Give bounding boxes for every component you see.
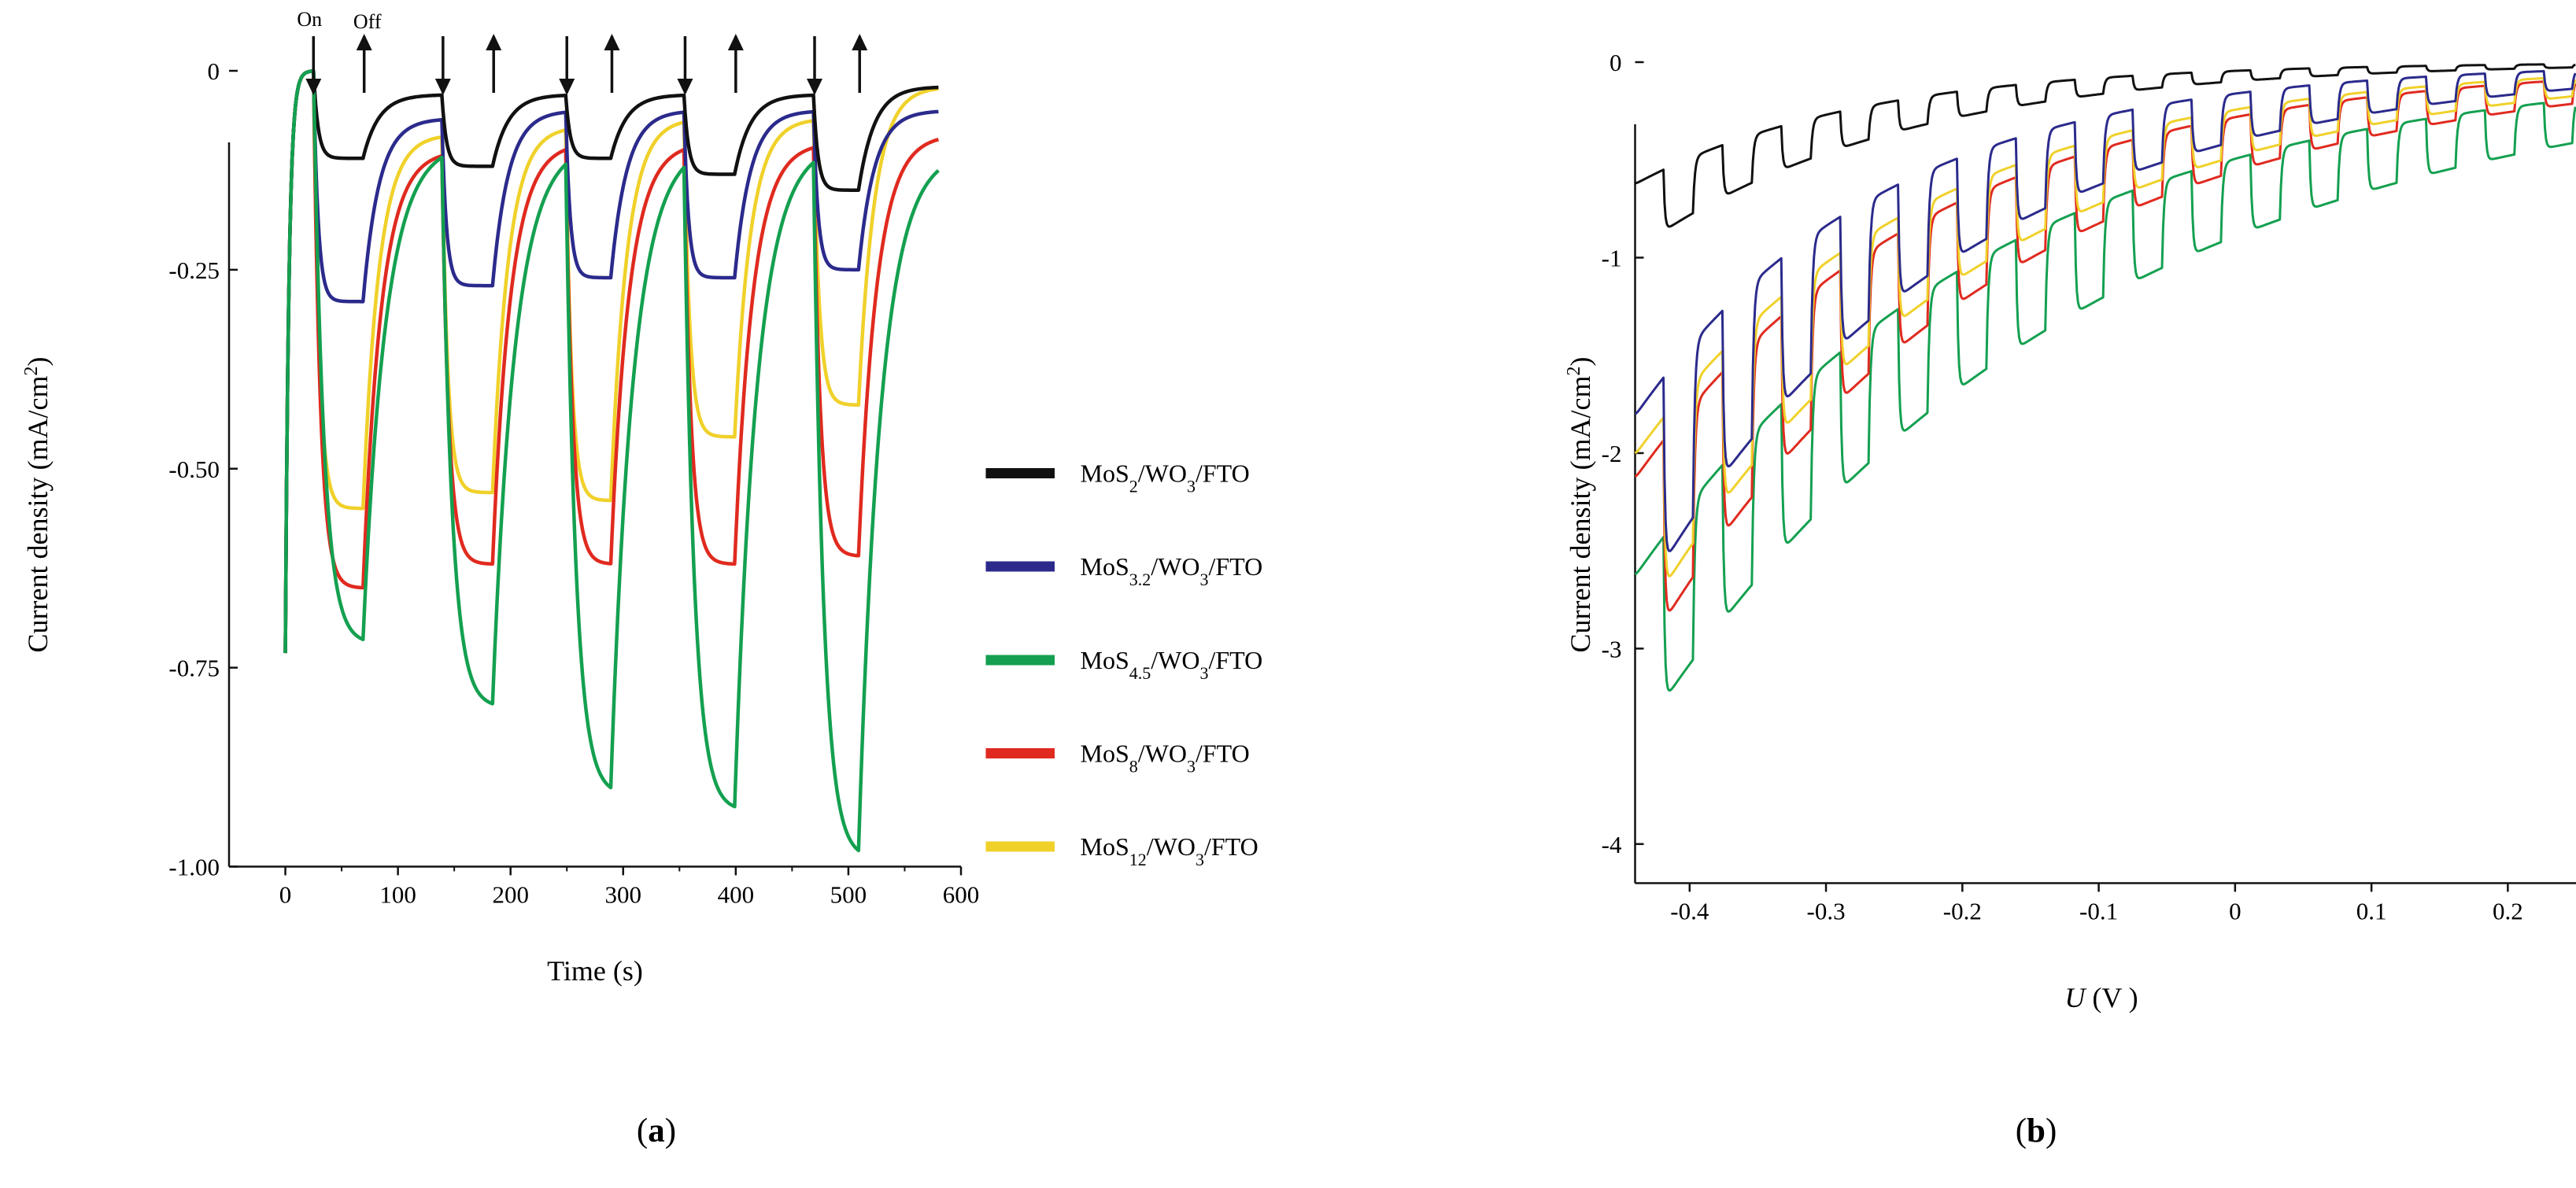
panel-b-y-tick-label: -3 — [1602, 635, 1622, 662]
panel-b-x-tick-label: -0.1 — [2079, 898, 2118, 925]
light-on-arrow-head — [434, 79, 451, 95]
caption-b: (b) — [2016, 1112, 2057, 1149]
light-off-arrow-head — [727, 34, 744, 50]
panel-b-series-mos3-2-wo3-fto — [1634, 70, 2576, 552]
legend-item-mos3-2: MoS3.2/WO3/FTO — [985, 552, 1263, 589]
light-off-arrow-head — [356, 34, 372, 50]
legend-item-mos2: MoS2/WO3/FTO — [985, 459, 1250, 496]
legend: MoS2/WO3/FTO MoS3.2/WO3/FTO MoS4.5/WO3/F… — [985, 459, 1263, 869]
legend-label-mos3-2: MoS3.2/WO3/FTO — [1081, 552, 1263, 589]
panel-b-x-axis-label-unit: (V ) — [2085, 982, 2138, 1013]
legend-item-mos12: MoS12/WO3/FTO — [985, 832, 1258, 869]
panel-b-series-mos2-wo3-fto — [1635, 63, 2576, 228]
panel-a-x-axis-label: Time (s) — [547, 955, 643, 987]
panel-a-y-tick-label: -0.25 — [168, 256, 220, 284]
light-on-arrow — [434, 36, 451, 95]
light-off-arrow — [486, 34, 502, 93]
light-on-arrow-head — [807, 79, 822, 95]
light-on-arrow — [559, 36, 575, 95]
legend-label-mos4-5: MoS4.5/WO3/FTO — [1081, 646, 1263, 683]
panel-a-x-ticks: 0 100 200 300 400 500 600 — [279, 866, 980, 909]
caption-b-letter: b — [2027, 1112, 2046, 1149]
panel-a-series-mos3-2-wo3-fto — [283, 69, 940, 654]
light-on-arrow-head — [559, 79, 575, 95]
legend-item-mos8: MoS8/WO3/FTO — [985, 740, 1250, 777]
panel-a-x-tick-label: 100 — [379, 881, 416, 909]
panel-b: 0 -1 -2 -3 -4 -0.4 -0.3 -0.2 -0.1 0 0.1 0.2 U (V )… — [1564, 49, 2576, 1013]
panel-a-x-tick-label: 400 — [718, 881, 755, 909]
light-off-arrow-head — [486, 34, 502, 50]
light-off-arrow-head — [852, 34, 868, 50]
panel-b-x-tick-label: 0 — [2229, 898, 2242, 925]
panel-a-series-mos4-5-wo3-fto — [283, 69, 940, 853]
panel-b-x-tick-label: -0.2 — [1943, 898, 1982, 925]
panel-a-y-tick-label: -1.00 — [168, 854, 220, 881]
panel-b-y-tick-label: -1 — [1602, 244, 1622, 271]
panel-a-x-tick-label: 0 — [279, 881, 292, 909]
panel-a-y-tick-label: 0 — [208, 57, 220, 85]
panel-b-y-tick-label: -2 — [1602, 440, 1622, 467]
panel-a-series-mos8-wo3-fto — [283, 69, 940, 654]
panel-a-x-tick-label: 500 — [830, 881, 867, 909]
panel-a-x-tick-label: 600 — [943, 881, 980, 909]
panel-a-y-tick-label: -0.75 — [168, 655, 220, 682]
light-off-arrow — [852, 34, 868, 93]
panel-a-x-tick-label: 200 — [492, 881, 529, 909]
legend-label-mos2: MoS2/WO3/FTO — [1081, 459, 1250, 496]
panel-b-series-mos12-wo3-fto — [1634, 76, 2576, 577]
panel-a-series-mos2-wo3-fto — [283, 69, 940, 654]
panel-a-y-tick-label: -0.50 — [168, 456, 220, 483]
caption-a-letter: a — [648, 1112, 665, 1149]
panel-a-y-ticks: 0 -0.25 -0.50 -0.75 -1.00 — [168, 57, 238, 881]
light-off-arrow — [604, 34, 620, 93]
panel-b-y-tick-label: -4 — [1602, 831, 1622, 858]
panel-b-x-ticks: -0.4 -0.3 -0.2 -0.1 0 0.1 0.2 — [1670, 883, 2523, 925]
panel-a-series-mos12-wo3-fto — [283, 69, 940, 654]
light-on-arrow-head — [305, 79, 322, 95]
light-on-arrow — [807, 36, 822, 95]
light-on-arrow-head — [677, 79, 693, 95]
panel-b-x-tick-label: 0.1 — [2356, 898, 2387, 925]
panel-b-y-tick-label: 0 — [1610, 49, 1622, 76]
panel-b-x-axis-label-var: U — [2064, 982, 2086, 1013]
off-label: Off — [353, 10, 382, 33]
panel-b-x-axis-label: U (V ) — [2064, 982, 2138, 1013]
light-off-arrow — [727, 34, 744, 93]
panel-a-series — [283, 69, 940, 853]
panel-b-y-ticks: 0 -1 -2 -3 -4 — [1602, 49, 1644, 858]
light-on-arrow — [305, 36, 322, 95]
legend-label-mos8: MoS8/WO3/FTO — [1081, 740, 1250, 777]
legend-item-mos4-5: MoS4.5/WO3/FTO — [985, 646, 1263, 683]
on-label: On — [297, 8, 322, 31]
light-off-arrow-head — [604, 34, 620, 50]
panel-b-y-axis-label: Current density (mA/cm2) — [1564, 357, 1596, 653]
panel-b-x-tick-label: -0.3 — [1807, 898, 1846, 925]
panel-a: 0 -0.25 -0.50 -0.75 -1.00 0 100 200 300 400 500 60… — [21, 8, 979, 987]
panel-b-x-tick-label: -0.4 — [1670, 898, 1709, 925]
panel-b-series — [1634, 63, 2576, 692]
panel-a-y-axis-label: Current density (mA/cm2) — [21, 357, 54, 653]
panel-a-x-tick-label: 300 — [605, 881, 642, 909]
panel-b-x-tick-label: 0.2 — [2493, 898, 2523, 925]
light-on-arrow — [677, 36, 693, 95]
light-off-arrow — [356, 34, 372, 93]
legend-label-mos12: MoS12/WO3/FTO — [1081, 832, 1258, 869]
caption-a: (a) — [637, 1112, 676, 1149]
panel-a-light-arrows: On Off — [297, 8, 868, 95]
panel-b-series-mos4-5-wo3-fto — [1634, 101, 2576, 692]
